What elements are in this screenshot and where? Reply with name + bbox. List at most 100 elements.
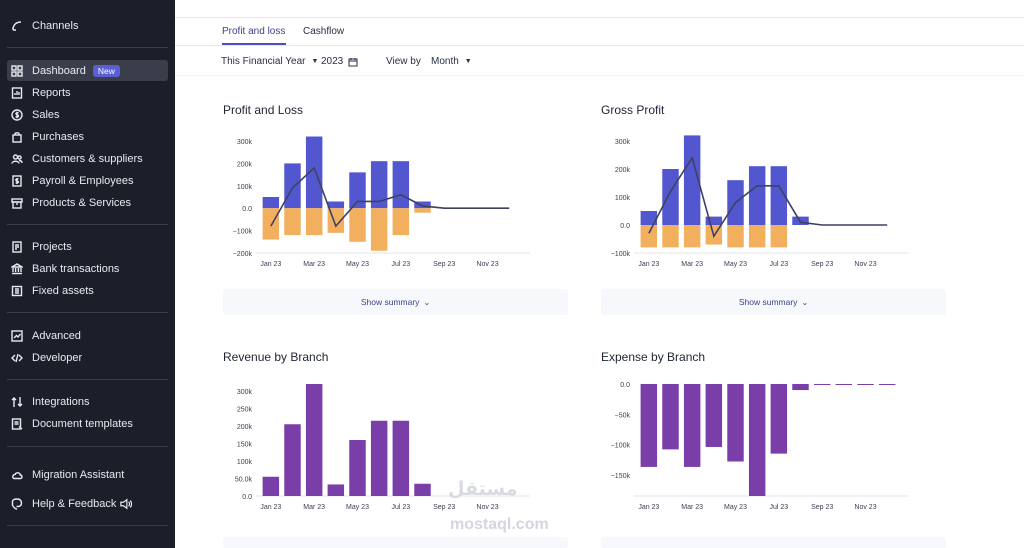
report-tabs: Profit and loss Cashflow [175,18,1024,46]
expense-bar [748,225,766,248]
dashboard-icon [11,64,23,77]
expense-bar [392,208,410,236]
sidebar-item-label: Sales [32,108,60,121]
x-tick-label: Nov 23 [854,504,876,511]
chart-title-gross-profit: Gross Profit [601,103,665,117]
show-summary-button[interactable]: Show summary ⌄ [223,289,568,315]
y-tick-label: 250k [237,407,253,414]
sidebar-item-channels[interactable]: Channels [7,15,168,36]
branch-bar [262,476,280,496]
sidebar-item-purchases[interactable]: Purchases [7,126,168,147]
y-tick-label: −50k [615,412,631,419]
active-tab-indicator [222,43,286,45]
chart-title-expense-by-branch: Expense by Branch [601,350,706,364]
expense-bar [284,208,301,236]
branch-bar [770,384,788,454]
sidebar-item-payroll[interactable]: Payroll & Employees [7,170,168,191]
divider [7,47,168,48]
sidebar-item-label: Document templates [32,417,133,430]
branch-bar [284,424,301,496]
y-tick-label: 100k [237,184,253,191]
tab-cashflow[interactable]: Cashflow [303,26,345,37]
sidebar-item-label: Integrations [32,395,90,408]
show-summary-button[interactable] [601,537,946,548]
gross-profit-chart: 300k 200k 100k 0.0 −100k Jan 23 Mar 23 May 23 Ju… [611,135,908,268]
sidebar-item-label: Developer [32,351,83,364]
income-bar [640,211,658,225]
branch-bar [835,384,853,385]
branch-bar [683,384,701,467]
y-tick-label: −200k [233,251,253,258]
revenue-by-branch-chart: 300k 250k 200k 150k 100k 50.0k 0.0 Jan 23 Mar 23… [235,384,530,511]
filter-bar: This Financial Year ▼ 2023 View by Month… [175,46,1024,76]
sidebar-item-label: Dashboard [32,64,86,77]
y-tick-label: 200k [615,167,631,174]
sidebar-item-sales[interactable]: Sales [7,104,168,125]
watermark-url: mostaql.com [450,516,549,533]
sidebar-item-reports[interactable]: Reports [7,82,168,103]
x-tick-label: Mar 23 [303,504,325,511]
branch-bar [727,384,744,462]
sidebar-item-customers[interactable]: Customers & suppliers [7,148,168,169]
chevron-down-icon: ⌄ [423,297,431,307]
view-by-select[interactable]: Month ▼ [431,56,472,67]
branch-bar [662,384,679,450]
income-bar [705,216,723,225]
sidebar-item-advanced[interactable]: Advanced [7,325,168,346]
templates-icon [11,417,23,430]
sidebar-item-help[interactable]: Help & Feedback [7,493,168,514]
period-select[interactable]: This Financial Year ▼ [221,56,318,67]
x-tick-label: Jul 23 [769,261,788,268]
reports-icon [11,86,23,99]
chevron-down-icon: ⌄ [801,297,809,307]
sidebar-item-bank[interactable]: Bank transactions [7,258,168,279]
sidebar-item-label: Help & Feedback [32,497,117,510]
sidebar-item-label: Customers & suppliers [32,152,143,165]
y-tick-label: 300k [237,139,253,146]
year-picker[interactable]: 2023 [321,56,358,67]
speaker-icon[interactable] [120,498,133,510]
sidebar-item-label: Fixed assets [32,284,94,297]
branch-bar [792,384,809,391]
caret-down-icon: ▼ [311,58,319,65]
view-by-label: View by [386,56,421,67]
sidebar-item-label: Bank transactions [32,262,120,275]
income-bar [305,136,323,209]
sidebar-item-label: Products & Services [32,196,132,209]
sidebar-item-integrations[interactable]: Integrations [7,391,168,412]
sidebar-item-templates[interactable]: Document templates [7,413,168,434]
sidebar-item-developer[interactable]: Developer [7,347,168,368]
income-bar [349,172,366,209]
x-tick-label: May 23 [724,261,747,268]
sidebar-item-assets[interactable]: Fixed assets [7,280,168,301]
sidebar: Channels Dashboard New Reports Sales Pur… [0,0,175,548]
sidebar-item-products[interactable]: Products & Services [7,192,168,213]
x-tick-label: Mar 23 [681,504,703,511]
show-summary-button[interactable] [223,537,568,548]
caret-down-icon: ▼ [464,58,472,65]
sidebar-item-migration[interactable]: Migration Assistant [7,464,168,485]
sidebar-item-projects[interactable]: Projects [7,236,168,257]
show-summary-button[interactable]: Show summary ⌄ [601,289,946,315]
y-tick-label: 150k [237,442,253,449]
period-value: This Financial Year [221,56,306,67]
expense-bar [662,225,679,248]
expense-bar [305,208,323,236]
net-line [270,166,510,228]
tab-profit-and-loss[interactable]: Profit and loss [222,26,286,37]
x-tick-label: Nov 23 [854,261,876,268]
contacts-icon [11,153,23,165]
sidebar-item-dashboard[interactable]: Dashboard New [7,60,168,81]
y-tick-label: 300k [615,139,631,146]
channels-icon [11,20,23,32]
sidebar-item-label: Purchases [32,130,84,143]
y-tick-label: 200k [237,161,253,168]
cloud-icon [11,469,23,481]
year-value: 2023 [321,56,344,67]
calendar-icon [348,57,358,66]
income-bar [284,163,301,209]
branch-bar [748,384,766,496]
x-tick-label: Sep 23 [433,261,455,268]
payroll-icon [11,174,23,187]
income-bar [370,161,388,209]
